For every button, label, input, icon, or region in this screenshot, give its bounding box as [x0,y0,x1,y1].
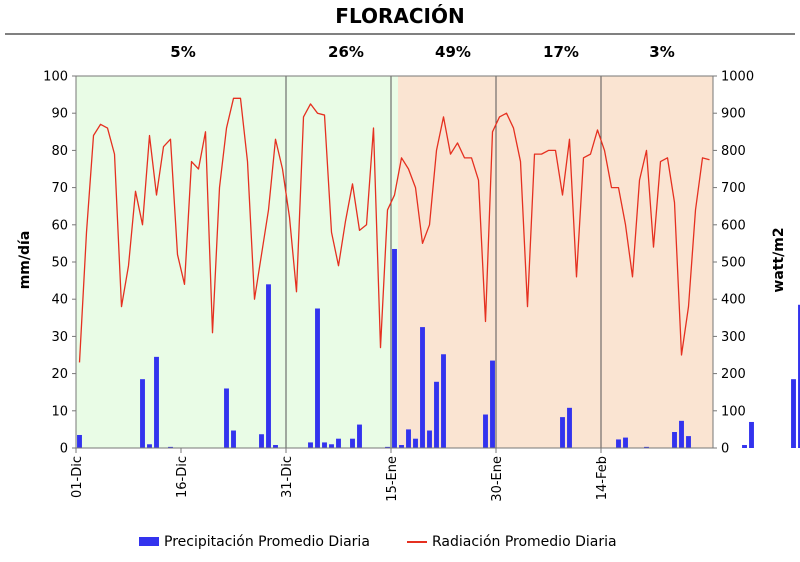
right-tick-label-300: 300 [721,330,746,345]
left-tick-label-40: 40 [51,293,68,308]
precipitation-bar-day-22 [224,388,229,448]
x-tick-label-1: 01-Dic [70,456,85,498]
precipitation-bar-day-78 [616,439,621,448]
right-axis-ticks: 0 100 200 300 400 500 600 700 800 900 1000 [713,70,754,457]
precipitation-bar-day-38 [336,438,341,448]
precipitation-bar-day-97 [749,421,754,448]
x-tick-label-76: 14-Feb [595,456,610,500]
precipitation-bar-day-71 [567,407,572,448]
left-tick-label-70: 70 [51,181,68,196]
right-tick-label-0: 0 [721,442,729,457]
period-pct-5: 3% [649,43,674,61]
precipitation-bar-day-35 [315,308,320,448]
left-tick-label-60: 60 [51,218,68,233]
precipitation-bar-day-37 [329,444,334,448]
x-axis-ticks: 01-Dic 16-Dic 31-Dic 15-Ene 30-Ene 14-Feb [70,448,610,502]
precipitation-bar-day-50 [420,327,425,448]
period-pct-2: 26% [328,43,364,61]
right-tick-label-600: 600 [721,218,746,233]
precipitation-bar-day-36 [322,442,327,448]
legend-radiation-label: Radiación Promedio Diaria [432,534,617,550]
precipitation-bar-day-48 [406,429,411,448]
legend-precipitation-swatch [139,537,159,546]
right-tick-label-800: 800 [721,144,746,159]
period-pct-3: 49% [435,43,471,61]
right-tick-label-200: 200 [721,367,746,382]
precipitation-bar-day-23 [231,430,236,448]
precipitation-bar-day-86 [672,432,677,448]
precipitation-bar-day-11 [147,444,152,448]
left-axis-ticks: 0 10 20 30 40 50 60 70 80 90 100 [43,70,76,457]
precipitation-bar-day-49 [413,438,418,448]
right-tick-label-100: 100 [721,404,746,419]
precipitation-bar-day-51 [427,430,432,448]
right-tick-label-700: 700 [721,181,746,196]
precipitation-bars [77,248,800,448]
precipitation-bar-day-104 [798,304,800,448]
chart-title: FLORACIÓN [335,4,464,28]
left-tick-label-10: 10 [51,404,68,419]
precipitation-bar-day-79 [623,437,628,448]
precipitation-bar-day-27 [259,434,264,448]
left-axis-title: mm/día [17,231,33,290]
precipitation-bar-day-29 [273,445,278,448]
precipitation-bar-day-103 [791,379,796,448]
right-tick-label-1000: 1000 [721,70,754,85]
period-dividers [285,76,602,448]
precipitation-bar-day-40 [350,438,355,448]
x-tick-label-31: 31-Dic [280,456,295,498]
legend-precipitation-label: Precipitación Promedio Diaria [164,534,370,550]
left-tick-label-90: 90 [51,107,68,122]
precipitation-bar-day-88 [686,436,691,448]
precipitation-bar-day-59 [483,414,488,448]
precipitation-bar-day-45 [385,446,390,448]
radiation-line-group [78,97,710,363]
phase-background-1 [76,76,398,448]
phase-background-2 [398,76,713,448]
phase-backgrounds [76,76,713,448]
left-tick-label-80: 80 [51,144,68,159]
left-tick-label-20: 20 [51,367,68,382]
period-pct-4: 17% [543,43,579,61]
radiation-line [78,97,710,363]
x-tick-label-16: 16-Dic [175,456,190,498]
left-tick-label-100: 100 [43,70,68,85]
precipitation-bar-day-28 [266,284,271,448]
precipitation-bar-day-1 [77,434,82,448]
precipitation-bar-day-52 [434,381,439,448]
precipitation-bar-day-34 [308,442,313,448]
precipitation-bar-day-96 [742,445,747,448]
period-percentages: 5% 26% 49% 17% 3% [170,43,674,61]
precipitation-bar-day-60 [490,360,495,448]
legend: Precipitación Promedio Diaria Radiación … [139,534,617,550]
precipitation-bar-day-82 [644,446,649,448]
left-tick-label-0: 0 [60,442,68,457]
right-tick-label-500: 500 [721,256,746,271]
right-tick-label-900: 900 [721,107,746,122]
left-tick-label-30: 30 [51,330,68,345]
left-tick-label-50: 50 [51,256,68,271]
precipitation-bar-day-14 [168,446,173,448]
x-tick-label-46: 15-Ene [385,456,400,502]
precipitation-bar-day-10 [140,379,145,448]
precipitation-bar-day-46 [392,248,397,448]
precipitation-bar-day-70 [560,417,565,448]
right-axis-title: watt/m2 [771,227,787,292]
period-pct-1: 5% [170,43,195,61]
right-tick-label-400: 400 [721,293,746,308]
precipitation-bar-day-53 [441,354,446,448]
precipitation-bar-day-41 [357,424,362,448]
precipitation-bar-day-47 [399,445,404,448]
precipitation-bar-day-87 [679,420,684,448]
precipitation-bar-day-12 [154,356,159,448]
x-tick-label-61: 30-Ene [490,456,505,502]
